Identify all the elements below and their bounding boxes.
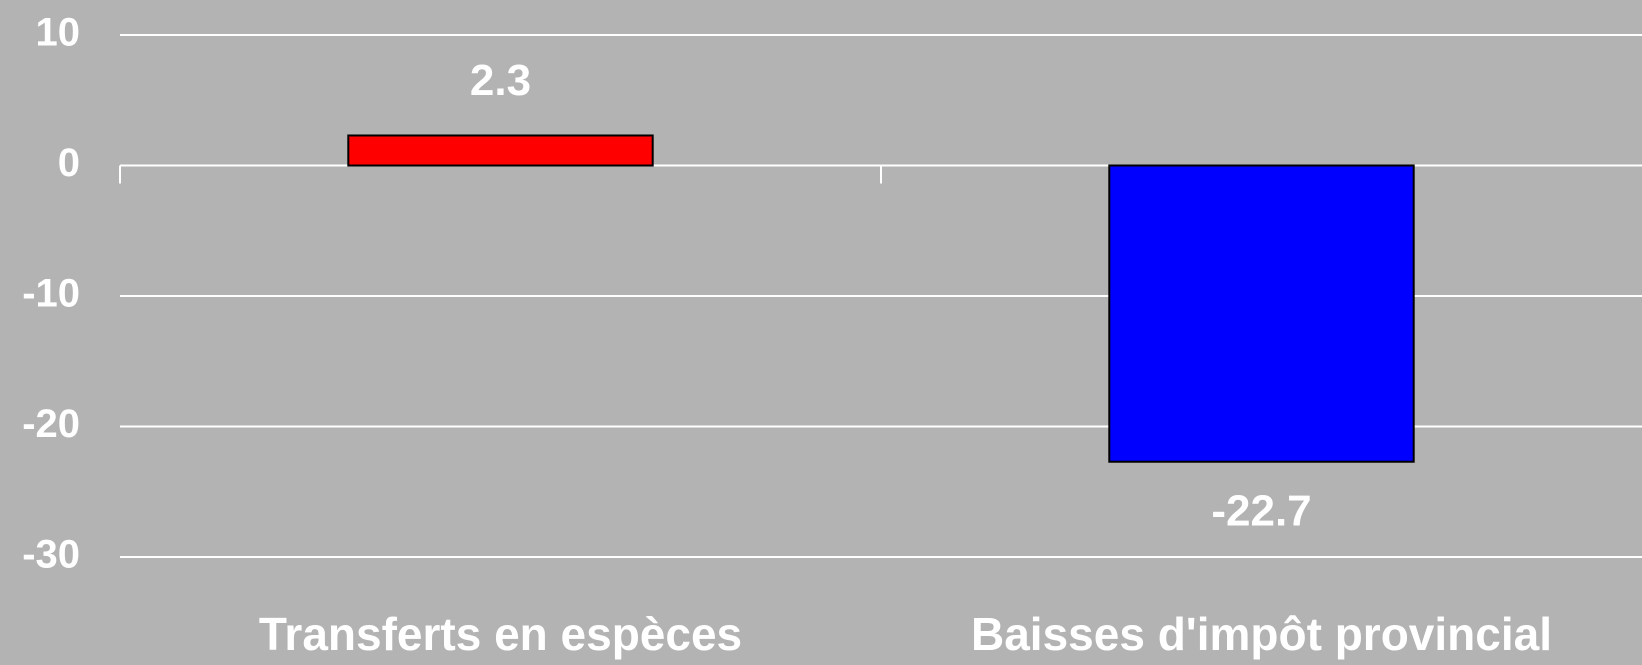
- x-tick-label: Transferts en espèces: [259, 608, 742, 660]
- value-label: -22.7: [1211, 486, 1311, 535]
- value-label: 2.3: [470, 56, 531, 105]
- y-tick-label: -20: [22, 402, 80, 446]
- x-tick-label: Baisses d'impôt provincial: [971, 608, 1552, 660]
- y-tick-label: 10: [36, 11, 81, 55]
- y-tick-label: -30: [22, 533, 80, 577]
- bar: [1108, 164, 1415, 463]
- bar: [347, 134, 654, 167]
- y-tick-label: 0: [58, 141, 80, 185]
- y-tick-label: -10: [22, 272, 80, 316]
